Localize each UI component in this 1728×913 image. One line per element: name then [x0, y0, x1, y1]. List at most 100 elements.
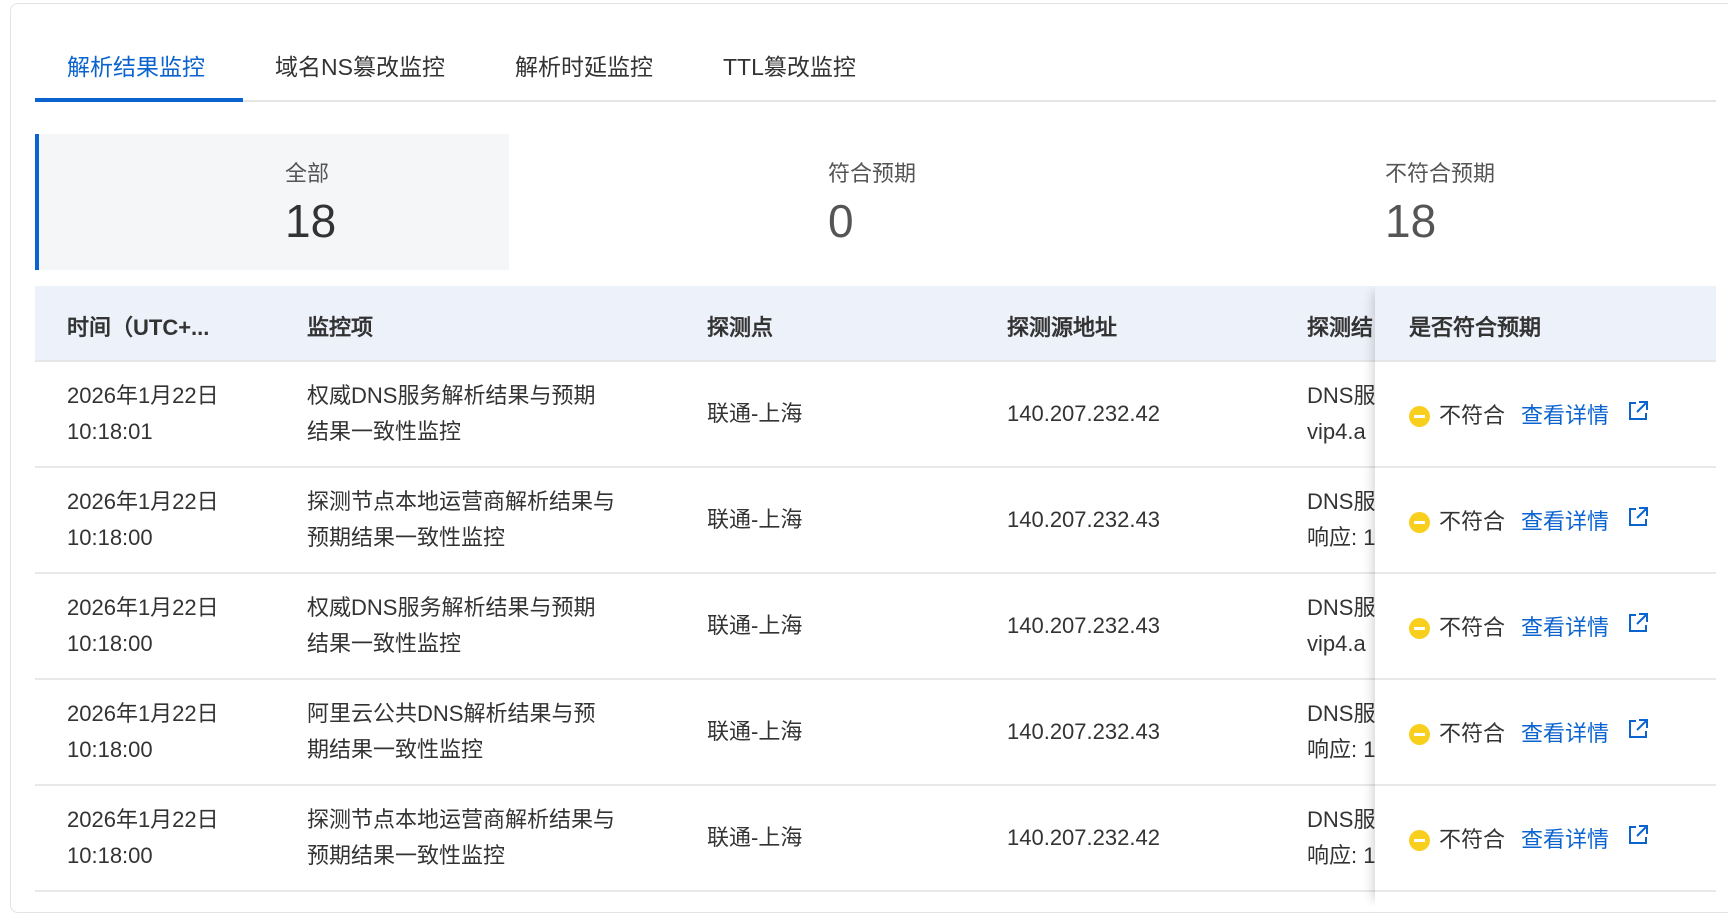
cell-item: 探测节点本地运营商解析结果与 预期结果一致性监控: [307, 484, 615, 556]
item-line: 结果一致性监控: [307, 419, 462, 444]
item-line: 探测节点本地运营商解析结果与: [307, 489, 616, 514]
result-line: DNS服: [1307, 595, 1375, 620]
cell-time: 2026年1月22日 10:18:00: [67, 484, 219, 556]
col-result: 探测结: [1307, 315, 1374, 340]
status-text: 不符合: [1439, 721, 1506, 746]
tab-resolution-result[interactable]: 解析结果监控: [67, 54, 205, 80]
view-details-link[interactable]: 查看详情: [1521, 721, 1610, 746]
stat-unexpected[interactable]: 不符合预期 18: [1140, 134, 1614, 270]
tab-bar: 解析结果监控 域名NS篡改监控 解析时延监控 TTL篡改监控: [35, 44, 1716, 102]
cell-time: 2026年1月22日 10:18:00: [67, 696, 219, 768]
col-item: 监控项: [307, 315, 374, 340]
status-text: 不符合: [1439, 615, 1506, 640]
col-time[interactable]: 时间（UTC+...: [67, 315, 210, 340]
tab-ttl-tamper[interactable]: TTL篡改监控: [723, 54, 856, 80]
cell-item: 探测节点本地运营商解析结果与 预期结果一致性监控: [307, 802, 615, 874]
external-link-icon[interactable]: [1627, 506, 1649, 528]
cell-time: 2026年1月22日 10:18:00: [67, 590, 219, 662]
stat-value: 18: [285, 195, 337, 247]
status-header: 是否符合预期: [1375, 286, 1716, 362]
stat-value: 0: [828, 195, 854, 247]
item-line: 权威DNS服务解析结果与预期: [307, 595, 596, 620]
stat-all[interactable]: 全部 18: [35, 134, 509, 270]
cell-result: DNS服响应: 1: [1307, 696, 1375, 768]
warning-minus-icon: [1409, 724, 1430, 745]
cell-point: 联通-上海: [707, 507, 803, 532]
result-line: vip4.a: [1307, 419, 1366, 444]
external-link-icon[interactable]: [1627, 400, 1649, 422]
cell-time: 2026年1月22日 10:18:00: [67, 802, 219, 874]
stat-value: 18: [1385, 195, 1437, 247]
cell-address: 140.207.232.43: [1007, 507, 1160, 532]
result-line: DNS服: [1307, 489, 1375, 514]
sticky-status-column: 是否符合预期 不符合 查看详情 不符合 查看详情 不符合 查看详情 不符合 查看…: [1375, 286, 1716, 906]
warning-minus-icon: [1409, 830, 1430, 851]
cell-result: DNS服 vip4.a: [1307, 378, 1375, 450]
status-text: 不符合: [1439, 403, 1506, 428]
result-line: DNS服: [1307, 383, 1375, 408]
cell-point: 联通-上海: [707, 825, 803, 850]
status-text: 不符合: [1439, 827, 1506, 852]
stat-label: 符合预期: [828, 161, 917, 186]
time-clock: 10:18:01: [67, 419, 153, 444]
cell-point: 联通-上海: [707, 719, 803, 744]
item-line: 权威DNS服务解析结果与预期: [307, 383, 596, 408]
item-line: 结果一致性监控: [307, 631, 462, 656]
result-line: 响应: 1: [1307, 843, 1375, 868]
view-details-link[interactable]: 查看详情: [1521, 827, 1610, 852]
status-text: 不符合: [1439, 509, 1506, 534]
external-link-icon[interactable]: [1627, 824, 1649, 846]
view-details-link[interactable]: 查看详情: [1521, 509, 1610, 534]
cell-point: 联通-上海: [707, 613, 803, 638]
results-table: 时间（UTC+... 监控项 探测点 探测源地址 探测结 2026年1月22日 1…: [35, 286, 1716, 906]
result-line: 响应: 1: [1307, 737, 1375, 762]
status-cell: 不符合 查看详情: [1375, 468, 1716, 574]
col-expected: 是否符合预期: [1409, 315, 1542, 340]
time-clock: 10:18:00: [67, 631, 153, 656]
result-line: 响应: 1: [1307, 525, 1375, 550]
warning-minus-icon: [1409, 618, 1430, 639]
cell-result: DNS服响应: 1: [1307, 484, 1375, 556]
cell-point: 联通-上海: [707, 401, 803, 426]
stat-expected[interactable]: 符合预期 0: [582, 134, 1056, 270]
result-line: DNS服: [1307, 701, 1375, 726]
time-clock: 10:18:00: [67, 737, 153, 762]
external-link-icon[interactable]: [1627, 612, 1649, 634]
cell-address: 140.207.232.42: [1007, 401, 1160, 426]
active-tab-indicator: [35, 98, 243, 102]
cell-time: 2026年1月22日 10:18:01: [67, 378, 219, 450]
time-clock: 10:18:00: [67, 843, 153, 868]
item-line: 预期结果一致性监控: [307, 843, 506, 868]
tab-latency[interactable]: 解析时延监控: [515, 54, 653, 80]
cell-address: 140.207.232.42: [1007, 825, 1160, 850]
result-line: vip4.a: [1307, 631, 1366, 656]
time-date: 2026年1月22日: [67, 489, 219, 514]
cell-result: DNS服响应: 1: [1307, 802, 1375, 874]
cell-item: 阿里云公共DNS解析结果与预 期结果一致性监控: [307, 696, 595, 768]
result-line: DNS服: [1307, 807, 1375, 832]
item-line: 阿里云公共DNS解析结果与预: [307, 701, 596, 726]
time-date: 2026年1月22日: [67, 595, 219, 620]
stat-label: 不符合预期: [1385, 161, 1496, 186]
time-clock: 10:18:00: [67, 525, 153, 550]
status-cell: 不符合 查看详情: [1375, 680, 1716, 786]
external-link-icon[interactable]: [1627, 718, 1649, 740]
warning-minus-icon: [1409, 406, 1430, 427]
view-details-link[interactable]: 查看详情: [1521, 615, 1610, 640]
status-cell: 不符合 查看详情: [1375, 362, 1716, 468]
item-line: 探测节点本地运营商解析结果与: [307, 807, 616, 832]
cell-address: 140.207.232.43: [1007, 719, 1160, 744]
col-point: 探测点: [707, 315, 774, 340]
view-details-link[interactable]: 查看详情: [1521, 403, 1610, 428]
cell-item: 权威DNS服务解析结果与预期 结果一致性监控: [307, 378, 595, 450]
warning-minus-icon: [1409, 512, 1430, 533]
stat-label: 全部: [285, 161, 330, 186]
time-date: 2026年1月22日: [67, 383, 219, 408]
cell-address: 140.207.232.43: [1007, 613, 1160, 638]
tab-ns-tamper[interactable]: 域名NS篡改监控: [275, 54, 445, 80]
status-cell: 不符合 查看详情: [1375, 786, 1716, 892]
status-cell: 不符合 查看详情: [1375, 574, 1716, 680]
cell-result: DNS服 vip4.a: [1307, 590, 1375, 662]
time-date: 2026年1月22日: [67, 701, 219, 726]
time-date: 2026年1月22日: [67, 807, 219, 832]
